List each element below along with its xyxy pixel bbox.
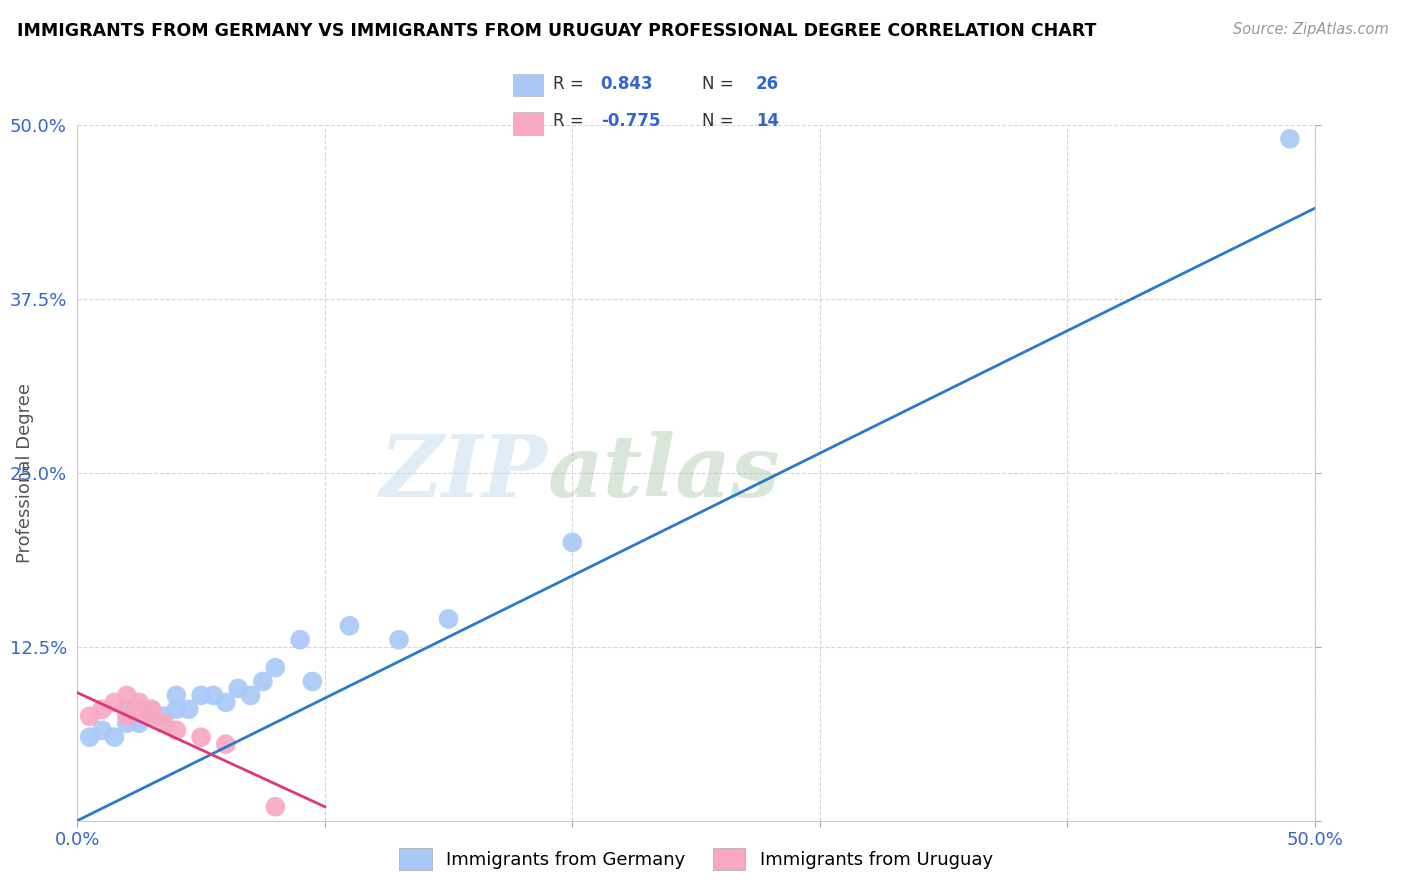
Point <box>141 702 163 716</box>
Point <box>215 737 238 751</box>
Point <box>388 632 411 647</box>
Point <box>288 632 311 647</box>
Point <box>91 723 114 738</box>
Point <box>226 681 249 696</box>
Point <box>215 695 238 709</box>
Point <box>141 702 163 716</box>
Point <box>115 716 138 731</box>
Point <box>239 689 262 703</box>
Point <box>190 689 212 703</box>
Point <box>115 689 138 703</box>
Text: 0.843: 0.843 <box>600 75 654 93</box>
Text: Source: ZipAtlas.com: Source: ZipAtlas.com <box>1233 22 1389 37</box>
Point <box>128 702 150 716</box>
Point <box>153 716 176 731</box>
Point <box>561 535 583 549</box>
Text: N =: N = <box>702 75 738 93</box>
Point <box>79 730 101 744</box>
Point <box>103 730 125 744</box>
Point <box>1278 132 1301 146</box>
Point <box>301 674 323 689</box>
Text: R =: R = <box>554 112 589 130</box>
Point <box>128 695 150 709</box>
Point <box>91 702 114 716</box>
Point <box>252 674 274 689</box>
Point <box>141 709 163 723</box>
Point <box>165 723 187 738</box>
Point <box>177 702 200 716</box>
Text: R =: R = <box>554 75 589 93</box>
Legend: Immigrants from Germany, Immigrants from Uruguay: Immigrants from Germany, Immigrants from… <box>392 841 1000 878</box>
Text: -0.775: -0.775 <box>600 112 661 130</box>
Text: ZIP: ZIP <box>380 431 547 515</box>
Text: Professional Degree: Professional Degree <box>17 383 34 563</box>
Point <box>115 709 138 723</box>
Point <box>264 799 287 814</box>
FancyBboxPatch shape <box>513 112 543 135</box>
Point <box>202 689 225 703</box>
Text: 26: 26 <box>756 75 779 93</box>
Point <box>190 730 212 744</box>
Point <box>141 709 163 723</box>
FancyBboxPatch shape <box>513 74 543 96</box>
Text: IMMIGRANTS FROM GERMANY VS IMMIGRANTS FROM URUGUAY PROFESSIONAL DEGREE CORRELATI: IMMIGRANTS FROM GERMANY VS IMMIGRANTS FR… <box>17 22 1097 40</box>
Point <box>115 702 138 716</box>
Point <box>339 619 361 633</box>
Text: 14: 14 <box>756 112 779 130</box>
Point <box>128 716 150 731</box>
Text: atlas: atlas <box>547 431 780 515</box>
Point <box>437 612 460 626</box>
Point <box>79 709 101 723</box>
Point <box>153 709 176 723</box>
Point <box>264 660 287 674</box>
Text: N =: N = <box>702 112 738 130</box>
Point <box>103 695 125 709</box>
Point <box>165 689 187 703</box>
Point <box>165 702 187 716</box>
